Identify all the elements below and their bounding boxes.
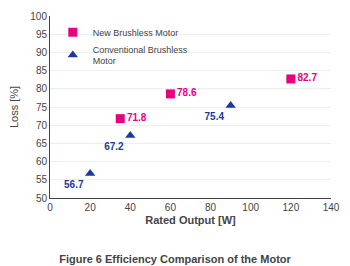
- svg-text:50: 50: [36, 193, 48, 204]
- svg-text:56.7: 56.7: [64, 179, 84, 190]
- svg-text:80: 80: [36, 83, 48, 94]
- svg-text:40: 40: [125, 202, 137, 213]
- svg-text:0: 0: [47, 202, 53, 213]
- svg-text:75.4: 75.4: [205, 111, 225, 122]
- svg-text:Loss [%]: Loss [%]: [8, 86, 20, 128]
- svg-text:71.8: 71.8: [127, 112, 147, 123]
- svg-text:100: 100: [242, 202, 259, 213]
- svg-text:20: 20: [85, 202, 97, 213]
- svg-text:75: 75: [36, 102, 48, 113]
- svg-text:60: 60: [36, 156, 48, 167]
- svg-text:Rated Output [W]: Rated Output [W]: [145, 214, 236, 226]
- svg-text:Conventional Brushless Motor: Conventional Brushless Motor: [93, 45, 190, 67]
- svg-text:70: 70: [36, 120, 48, 131]
- svg-text:95: 95: [36, 29, 48, 40]
- svg-text:78.6: 78.6: [177, 87, 197, 98]
- svg-text:120: 120: [283, 202, 300, 213]
- svg-text:55: 55: [36, 174, 48, 185]
- svg-text:85: 85: [36, 65, 48, 76]
- svg-text:67.2: 67.2: [104, 141, 124, 152]
- svg-text:80: 80: [205, 202, 217, 213]
- svg-text:New Brushless Motor: New Brushless Motor: [93, 28, 179, 38]
- svg-text:Figure 6 Efficiency Comparison: Figure 6 Efficiency Comparison of the Mo…: [59, 253, 291, 265]
- svg-text:82.7: 82.7: [297, 72, 317, 83]
- svg-text:65: 65: [36, 138, 48, 149]
- svg-text:90: 90: [36, 47, 48, 58]
- svg-text:140: 140: [323, 202, 340, 213]
- svg-text:60: 60: [165, 202, 177, 213]
- svg-text:100: 100: [30, 11, 47, 22]
